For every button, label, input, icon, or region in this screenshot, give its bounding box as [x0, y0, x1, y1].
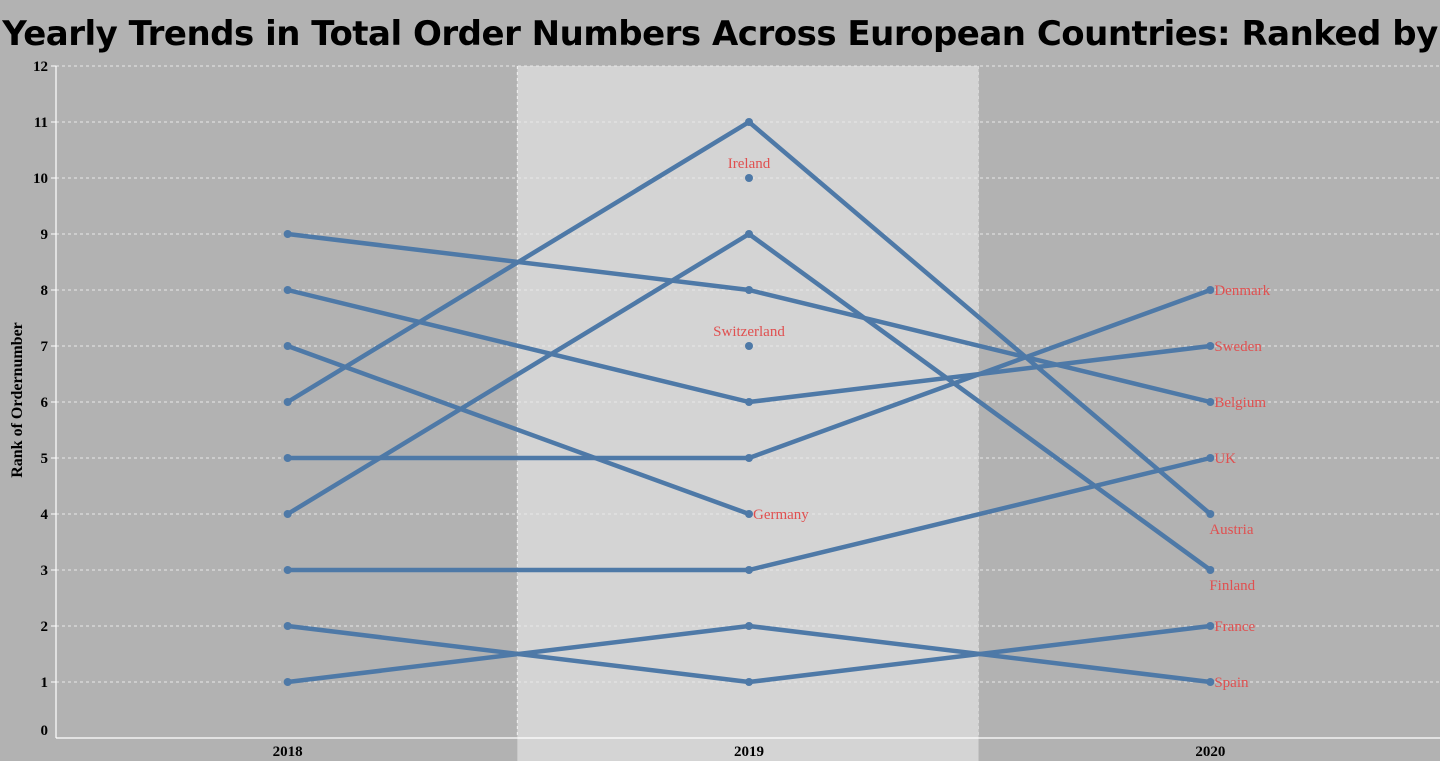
data-point-spain-2018 — [283, 678, 292, 686]
y-tick-label-12: 12 — [33, 59, 48, 75]
data-point-belgium-2020 — [1206, 398, 1215, 406]
data-point-uk-2020 — [1206, 454, 1215, 462]
data-point-france-2019 — [745, 678, 753, 686]
data-point-finland-2018 — [283, 510, 292, 518]
data-point-austria-2020 — [1206, 510, 1215, 518]
y-tick-label-3: 3 — [41, 563, 49, 579]
data-label-germany: Germany — [753, 507, 809, 523]
y-tick-label-10: 10 — [33, 171, 48, 187]
category-band-2020 — [978, 66, 1440, 761]
y-axis-title: Rank of Ordernumber — [9, 322, 26, 478]
y-tick-label-9: 9 — [41, 227, 49, 243]
data-point-germany-2019 — [745, 510, 753, 518]
y-tick-label-7: 7 — [41, 339, 49, 355]
data-label-finland: Finland — [1209, 578, 1255, 594]
series-lines — [283, 118, 1215, 686]
data-point-finland-2020 — [1206, 566, 1215, 574]
y-tick-label-5: 5 — [41, 451, 49, 467]
category-band-2018 — [56, 66, 518, 761]
data-point-germany-2018 — [283, 342, 292, 350]
y-tick-label-1: 1 — [41, 675, 49, 691]
y-tick-label-4: 4 — [41, 507, 49, 523]
data-point-switzerland-2019 — [745, 342, 753, 350]
data-point-uk-2019 — [745, 566, 753, 574]
data-label-ireland: Ireland — [728, 156, 771, 172]
y-tick-label-8: 8 — [41, 283, 49, 299]
data-point-belgium-2018 — [283, 230, 292, 238]
data-point-ireland-2019 — [745, 174, 753, 182]
data-point-sweden-2018 — [283, 286, 292, 294]
data-point-denmark-2020 — [1206, 286, 1215, 294]
data-point-spain-2020 — [1206, 678, 1215, 686]
data-point-spain-2019 — [745, 622, 753, 630]
data-label-denmark: Denmark — [1214, 283, 1270, 299]
data-point-france-2020 — [1206, 622, 1215, 630]
data-point-austria-2018 — [283, 398, 292, 406]
data-point-france-2018 — [283, 622, 292, 630]
y-tick-label-11: 11 — [34, 115, 48, 131]
data-point-sweden-2019 — [745, 398, 753, 406]
x-tick-label-2019: 2019 — [734, 744, 764, 760]
data-point-finland-2019 — [745, 230, 753, 238]
x-tick-label-2018: 2018 — [273, 744, 303, 760]
data-point-sweden-2020 — [1206, 342, 1215, 350]
series-line-germany — [285, 343, 752, 517]
data-point-denmark-2018 — [283, 454, 292, 462]
data-label-spain: Spain — [1214, 675, 1249, 691]
y-tick-label-2: 2 — [41, 619, 49, 635]
data-point-belgium-2019 — [745, 286, 753, 294]
data-label-sweden: Sweden — [1214, 339, 1262, 355]
data-point-uk-2018 — [283, 566, 292, 574]
y-tick-label-0: 0 — [41, 723, 49, 739]
data-label-uk: UK — [1214, 451, 1236, 467]
data-label-france: France — [1214, 619, 1255, 635]
data-point-austria-2019 — [745, 118, 753, 126]
data-label-switzerland: Switzerland — [713, 324, 785, 340]
y-tick-label-6: 6 — [41, 395, 49, 411]
x-tick-label-2020: 2020 — [1195, 744, 1225, 760]
data-point-denmark-2019 — [745, 454, 753, 462]
data-labels: Austria Finland Belgium Sweden Germany Denmar… — [713, 156, 1270, 691]
data-label-austria: Austria — [1209, 522, 1254, 538]
data-label-belgium: Belgium — [1214, 395, 1266, 411]
